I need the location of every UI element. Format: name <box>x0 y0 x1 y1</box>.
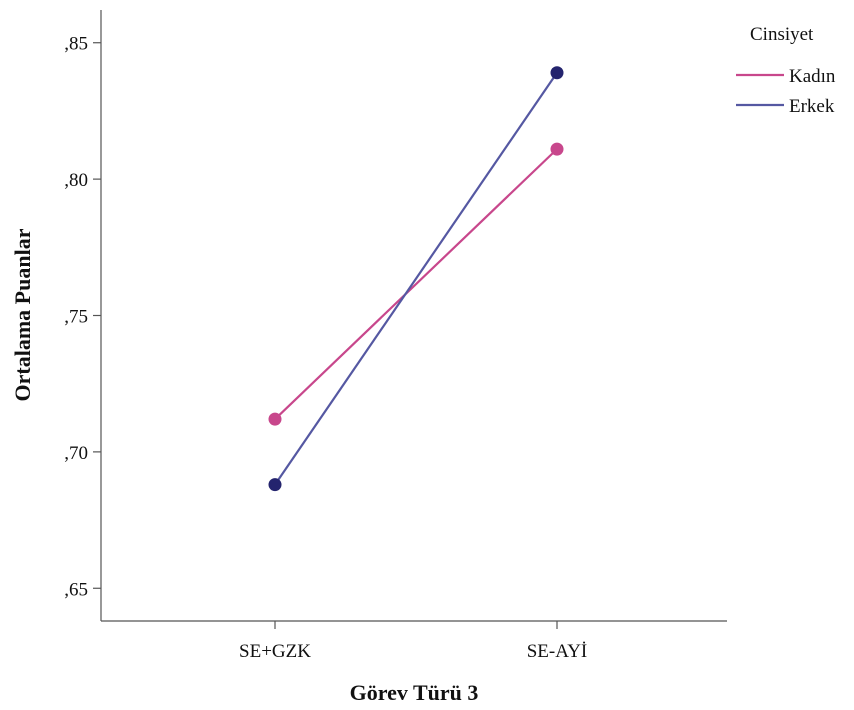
marker-layer <box>268 66 564 492</box>
x-axis-title: Görev Türü 3 <box>350 680 479 705</box>
y-tick-label: ,80 <box>64 170 88 191</box>
y-tick-label: ,70 <box>64 443 88 464</box>
y-tick-label: ,75 <box>64 307 88 328</box>
data-point-kadın <box>268 412 282 426</box>
series-line-erkek <box>274 72 558 486</box>
legend-label-erkek: Erkek <box>789 96 835 117</box>
series-layer <box>274 72 558 486</box>
data-point-erkek <box>550 66 564 80</box>
x-tick-label: SE-AYİ <box>527 641 588 662</box>
legend-label-kadın: Kadın <box>789 66 836 87</box>
x-axis: SE+GZK SE-AYİ <box>101 620 727 662</box>
series-line-kadın <box>274 148 558 420</box>
y-axis: ,65 ,70 ,75 ,80 ,85 <box>64 10 102 621</box>
y-axis-title: Ortalama Puanlar <box>10 228 35 401</box>
data-point-erkek <box>268 478 282 492</box>
legend: Cinsiyet Kadın Erkek <box>736 24 836 117</box>
legend-title: Cinsiyet <box>750 24 814 45</box>
data-point-kadın <box>550 142 564 156</box>
y-tick-label: ,85 <box>64 34 88 55</box>
y-tick-label: ,65 <box>64 579 88 600</box>
x-tick-label: SE+GZK <box>239 641 311 662</box>
